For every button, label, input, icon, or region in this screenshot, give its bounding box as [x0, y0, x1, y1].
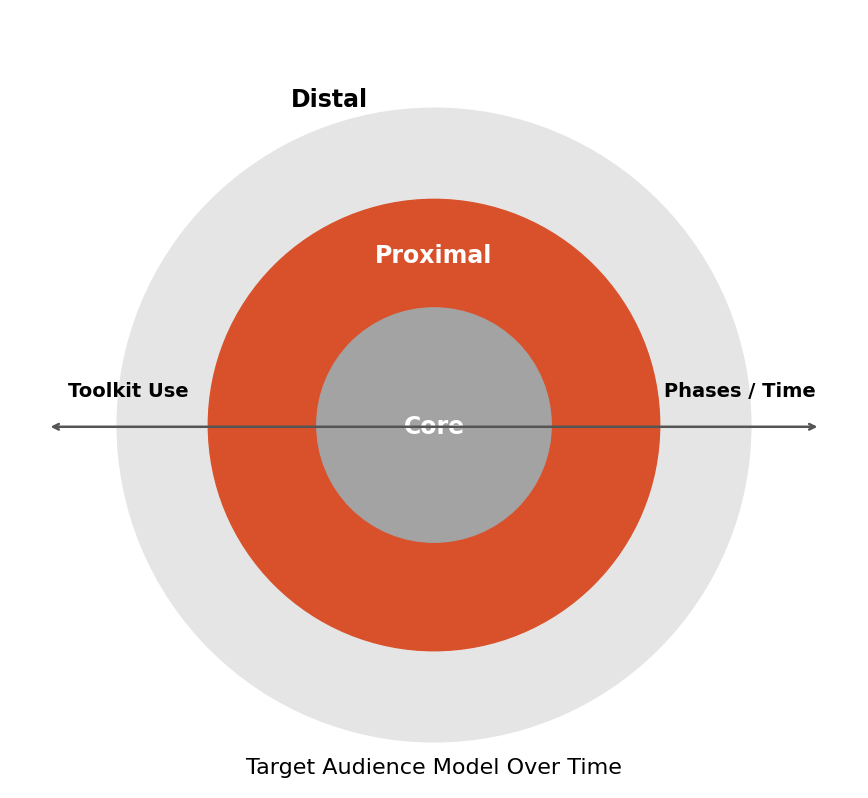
- Circle shape: [317, 308, 551, 542]
- Circle shape: [208, 200, 660, 650]
- Text: Phases / Time: Phases / Time: [664, 381, 815, 401]
- Text: Proximal: Proximal: [375, 243, 493, 268]
- Circle shape: [117, 109, 751, 742]
- Text: Distal: Distal: [292, 88, 368, 112]
- Text: Core: Core: [404, 415, 464, 439]
- Text: Toolkit Use: Toolkit Use: [69, 381, 188, 401]
- Text: Target Audience Model Over Time: Target Audience Model Over Time: [246, 758, 622, 778]
